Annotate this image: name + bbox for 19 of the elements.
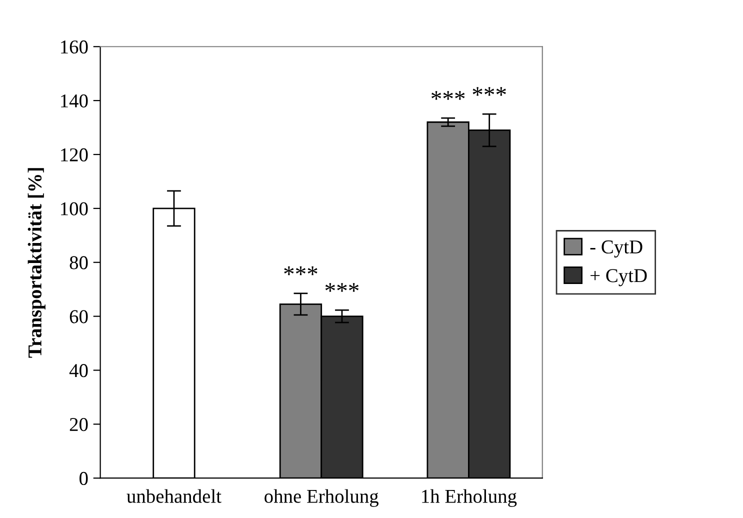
data-label: *** [325, 283, 359, 292]
legend-label: + CytD [590, 269, 647, 286]
y-tick-label: 0 [80, 472, 88, 486]
y-tick-label: 80 [70, 256, 88, 270]
legend-label: - CytD [590, 240, 642, 258]
x-tick-label: 1h Erholung [422, 489, 517, 507]
y-tick-label: 100 [61, 202, 88, 216]
data-label: *** [284, 266, 318, 276]
y-axis-title: Transportaktivität [%] [28, 168, 46, 358]
y-tick-label: 60 [70, 310, 88, 324]
x-tick-label: unbehandelt [126, 489, 222, 503]
y-tick-label: 140 [61, 94, 88, 108]
data-label: *** [472, 87, 506, 96]
y-tick-label: 120 [61, 148, 88, 162]
data-label: *** [432, 91, 465, 100]
y-tick-label: 40 [69, 364, 88, 378]
y-tick-label: 160 [61, 40, 88, 54]
x-tick-label: ohne Erholung [264, 489, 378, 507]
y-tick-label: 20 [70, 418, 88, 432]
